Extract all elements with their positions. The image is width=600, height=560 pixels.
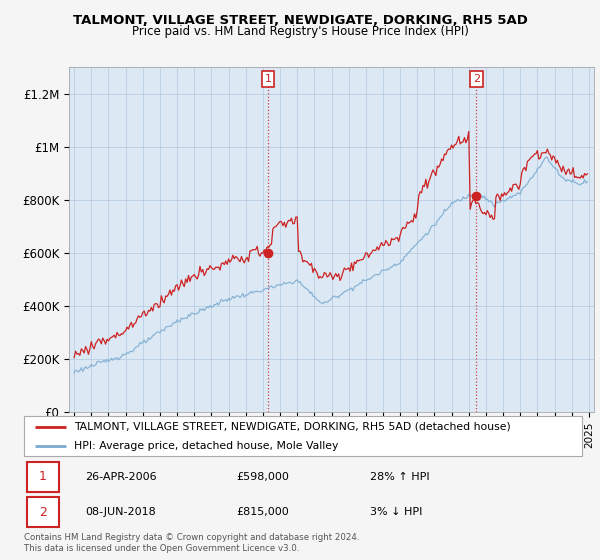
Text: 08-JUN-2018: 08-JUN-2018 <box>85 507 156 517</box>
FancyBboxPatch shape <box>27 497 59 527</box>
Text: 1: 1 <box>39 470 47 483</box>
Text: Price paid vs. HM Land Registry's House Price Index (HPI): Price paid vs. HM Land Registry's House … <box>131 25 469 38</box>
Text: 28% ↑ HPI: 28% ↑ HPI <box>370 472 430 482</box>
Text: Contains HM Land Registry data © Crown copyright and database right 2024.
This d: Contains HM Land Registry data © Crown c… <box>24 533 359 553</box>
Text: TALMONT, VILLAGE STREET, NEWDIGATE, DORKING, RH5 5AD (detached house): TALMONT, VILLAGE STREET, NEWDIGATE, DORK… <box>74 422 511 432</box>
FancyBboxPatch shape <box>24 416 582 456</box>
Text: 1: 1 <box>265 74 271 84</box>
FancyBboxPatch shape <box>27 462 59 492</box>
Text: 2: 2 <box>39 506 47 519</box>
Text: £598,000: £598,000 <box>236 472 289 482</box>
Text: 26-APR-2006: 26-APR-2006 <box>85 472 157 482</box>
Text: 2: 2 <box>473 74 480 84</box>
Text: 3% ↓ HPI: 3% ↓ HPI <box>370 507 422 517</box>
Text: £815,000: £815,000 <box>236 507 289 517</box>
Text: HPI: Average price, detached house, Mole Valley: HPI: Average price, detached house, Mole… <box>74 441 338 450</box>
Text: TALMONT, VILLAGE STREET, NEWDIGATE, DORKING, RH5 5AD: TALMONT, VILLAGE STREET, NEWDIGATE, DORK… <box>73 14 527 27</box>
